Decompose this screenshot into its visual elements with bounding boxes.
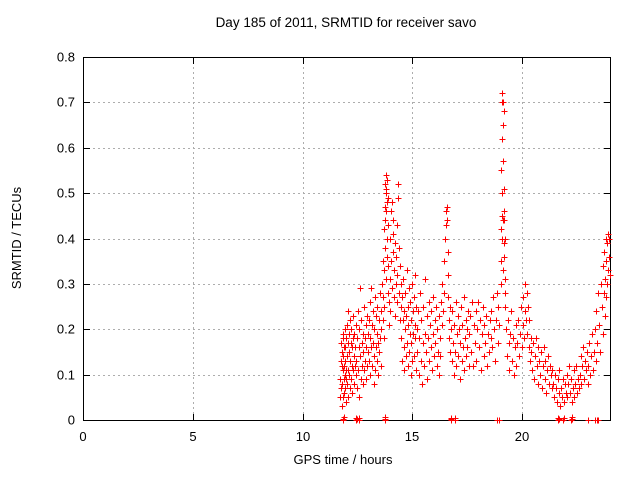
gridlines (83, 57, 610, 420)
y-tick-label: 0 (68, 413, 75, 428)
x-tick-label: 10 (296, 429, 310, 444)
y-tick-label: 0.5 (57, 186, 75, 201)
x-tick-label: 15 (405, 429, 419, 444)
scatter-points (337, 90, 614, 424)
y-tick-label: 0.3 (57, 277, 75, 292)
y-tick-label: 0.2 (57, 322, 75, 337)
y-tick-label: 0.4 (57, 232, 75, 247)
series-SRMTID (337, 90, 614, 424)
x-tick-label: 5 (189, 429, 196, 444)
y-axis-label: SRMTID / TECUs (9, 186, 24, 289)
y-tick-label: 0.1 (57, 368, 75, 383)
y-tick-label: 0.7 (57, 95, 75, 110)
tick-labels: 0 5 10 15 20 0 0.1 0.2 0.3 0.4 0.5 0.6 0.7 0.8 (57, 50, 529, 445)
x-axis-label: GPS time / hours (294, 452, 393, 467)
x-tick-label: 20 (515, 429, 529, 444)
x-tick-label: 0 (79, 429, 86, 444)
chart-title: Day 185 of 2011, SRMTID for receiver sav… (216, 15, 477, 30)
y-tick-label: 0.8 (57, 50, 75, 65)
y-tick-label: 0.6 (57, 141, 75, 156)
